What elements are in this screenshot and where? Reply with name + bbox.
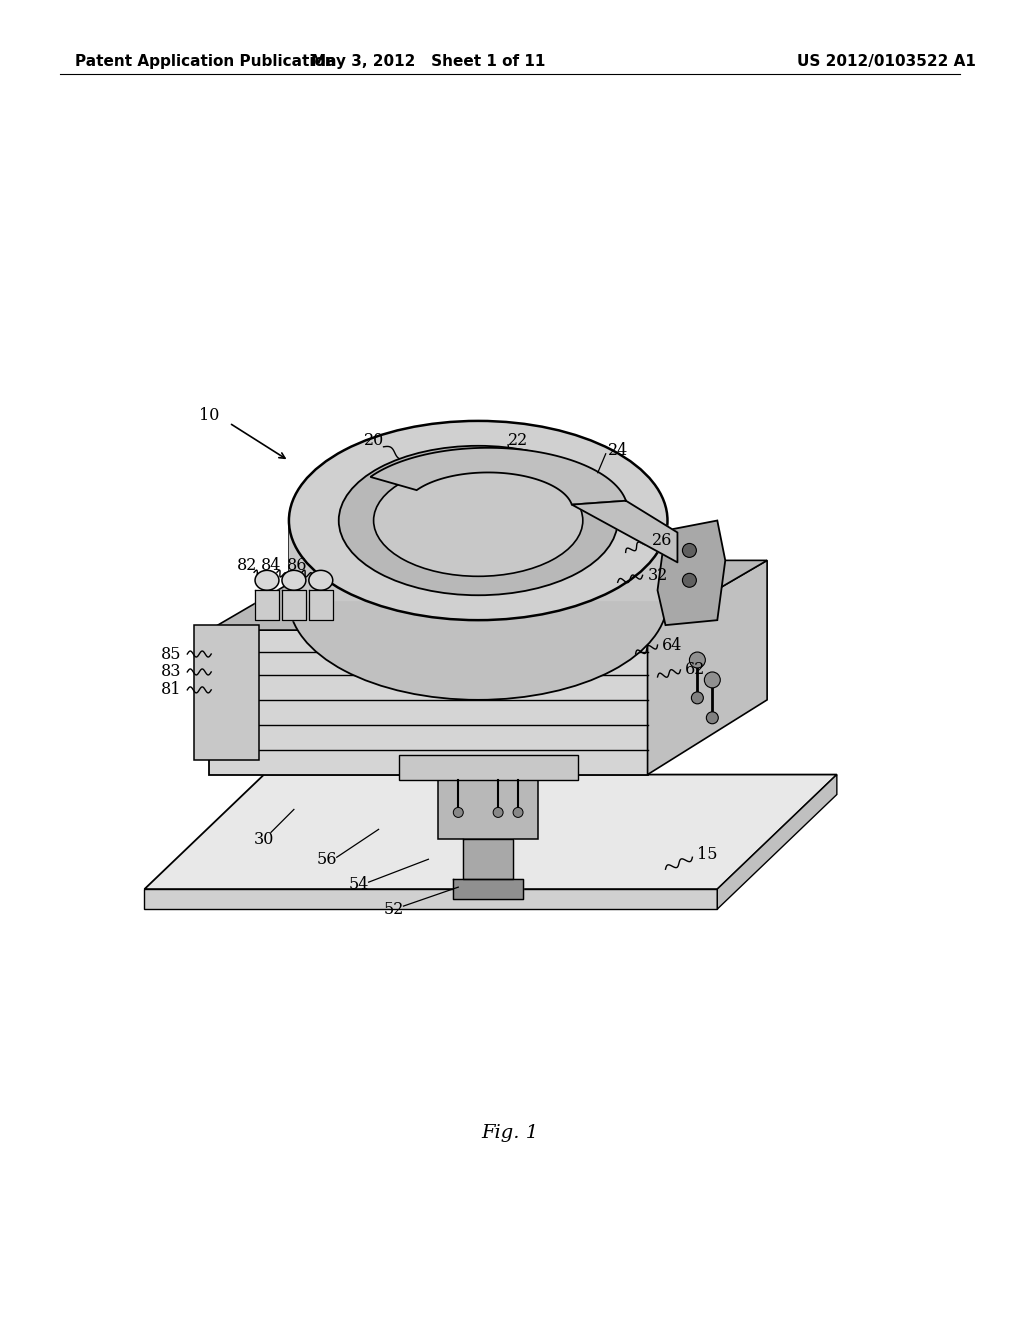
Polygon shape (209, 630, 647, 775)
Circle shape (682, 544, 696, 557)
Polygon shape (571, 500, 678, 562)
Ellipse shape (255, 570, 279, 590)
Polygon shape (144, 890, 717, 909)
Text: 32: 32 (647, 566, 668, 583)
Text: 26: 26 (652, 532, 673, 549)
Polygon shape (657, 520, 725, 626)
Text: 82: 82 (237, 557, 257, 574)
Ellipse shape (289, 421, 668, 620)
Text: 81: 81 (161, 681, 181, 698)
Text: 62: 62 (685, 661, 706, 678)
Text: May 3, 2012   Sheet 1 of 11: May 3, 2012 Sheet 1 of 11 (311, 54, 546, 69)
Text: 20: 20 (364, 433, 384, 449)
Text: 15: 15 (697, 846, 718, 863)
Text: 24: 24 (607, 442, 628, 459)
Polygon shape (717, 775, 837, 909)
Text: 64: 64 (663, 636, 683, 653)
Circle shape (689, 652, 706, 668)
Polygon shape (463, 840, 513, 879)
Circle shape (707, 711, 718, 723)
Polygon shape (454, 879, 523, 899)
Ellipse shape (289, 500, 668, 700)
Text: US 2012/0103522 A1: US 2012/0103522 A1 (797, 54, 976, 69)
Text: 56: 56 (316, 851, 337, 867)
Polygon shape (255, 590, 279, 620)
Polygon shape (282, 590, 306, 620)
Text: Patent Application Publication: Patent Application Publication (75, 54, 336, 69)
Ellipse shape (282, 570, 306, 590)
Circle shape (705, 672, 720, 688)
Polygon shape (647, 561, 767, 775)
Polygon shape (289, 520, 668, 601)
Text: 52: 52 (383, 900, 403, 917)
Polygon shape (309, 590, 333, 620)
Text: 22: 22 (508, 433, 528, 449)
Polygon shape (144, 775, 837, 890)
Text: 10: 10 (199, 408, 219, 425)
Circle shape (691, 692, 703, 704)
Circle shape (682, 573, 696, 587)
Text: 84: 84 (261, 557, 282, 574)
Text: 30: 30 (254, 830, 274, 847)
Circle shape (494, 808, 503, 817)
Polygon shape (371, 447, 626, 504)
Polygon shape (209, 561, 767, 630)
Ellipse shape (339, 446, 617, 595)
Polygon shape (438, 775, 538, 840)
Text: 85: 85 (161, 645, 181, 663)
Circle shape (454, 808, 463, 817)
Text: 83: 83 (161, 664, 181, 680)
Circle shape (513, 808, 523, 817)
Polygon shape (195, 626, 259, 759)
Ellipse shape (374, 465, 583, 577)
Ellipse shape (309, 570, 333, 590)
Text: 86: 86 (287, 557, 307, 574)
Text: Fig. 1: Fig. 1 (481, 1125, 539, 1142)
Polygon shape (398, 755, 578, 780)
Text: 54: 54 (348, 875, 369, 892)
